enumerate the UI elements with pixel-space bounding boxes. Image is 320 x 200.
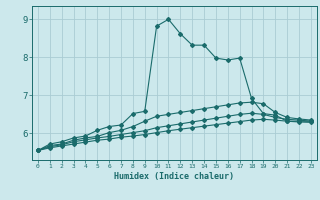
X-axis label: Humidex (Indice chaleur): Humidex (Indice chaleur) <box>115 172 234 181</box>
